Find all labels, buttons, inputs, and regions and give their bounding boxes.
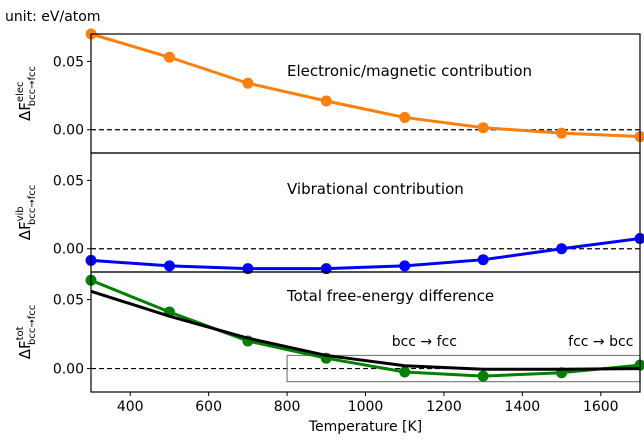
data-point bbox=[242, 77, 254, 89]
transition-label: bcc → fcc bbox=[392, 334, 457, 350]
x-tick-label: 1600 bbox=[583, 399, 619, 415]
panel-frame bbox=[90, 152, 641, 273]
panels: 0.05 0.00 Electronic/magnetic contribution… bbox=[15, 28, 644, 435]
panel-annotation: Total free-energy difference bbox=[286, 287, 494, 305]
x-tick-label: 800 bbox=[274, 399, 301, 415]
panel-annotation: Vibrational contribution bbox=[287, 180, 464, 198]
x-tick-label: 1000 bbox=[348, 399, 384, 415]
data-point bbox=[399, 366, 411, 378]
data-point bbox=[399, 111, 411, 123]
data-point bbox=[477, 122, 489, 134]
y-label-prefix: ΔF bbox=[16, 340, 34, 359]
transition-label: fcc → bcc bbox=[568, 334, 633, 350]
y-axis-label: ΔFvibbcc→fcc bbox=[15, 185, 38, 241]
data-point bbox=[320, 263, 332, 275]
y-tick-label: 0.00 bbox=[53, 123, 84, 139]
series-line-1 bbox=[90, 237, 641, 271]
panel-3: 0.05 0.00 400 600 800 1000 1200 1400 1600 Tempera… bbox=[15, 271, 644, 435]
data-point bbox=[163, 260, 175, 272]
y-axis-label: ΔFelecbcc→fcc bbox=[15, 66, 38, 121]
data-point bbox=[634, 232, 644, 244]
x-tick-label: 1200 bbox=[426, 399, 462, 415]
y-axis-label: ΔFtotbcc→fcc bbox=[15, 305, 38, 360]
x-tick-label: 1400 bbox=[505, 399, 541, 415]
y-label-sub: bcc→fcc bbox=[27, 305, 38, 345]
panel-2: 0.05 0.00 Vibrational contribution ΔFvibbcc… bbox=[15, 152, 644, 275]
y-label-sup: tot bbox=[15, 326, 26, 340]
x-tick-label: 600 bbox=[195, 399, 222, 415]
y-label-sup: elec bbox=[15, 81, 26, 102]
panel-frame bbox=[90, 271, 641, 393]
y-tick-label: 0.05 bbox=[53, 293, 84, 309]
series-line-1 bbox=[90, 32, 641, 139]
y-label-prefix: ΔF bbox=[16, 102, 34, 121]
data-point bbox=[556, 243, 568, 255]
data-point bbox=[556, 127, 568, 139]
y-tick-label: 0.00 bbox=[53, 242, 84, 258]
y-label-sub: bcc→fcc bbox=[27, 185, 38, 225]
y-label-prefix: ΔF bbox=[16, 221, 34, 240]
data-point bbox=[163, 51, 175, 63]
y-label-sup: vib bbox=[15, 206, 26, 221]
unit-note: unit: eV/atom bbox=[5, 9, 100, 25]
data-point bbox=[242, 263, 254, 275]
y-label-sub: bcc→fcc bbox=[27, 66, 38, 106]
series-line-2 bbox=[90, 289, 641, 371]
panel-1: 0.05 0.00 Electronic/magnetic contribution… bbox=[15, 28, 644, 154]
data-point bbox=[477, 254, 489, 266]
data-point bbox=[320, 95, 332, 107]
x-axis-label: Temperature [K] bbox=[308, 419, 422, 435]
data-point bbox=[477, 370, 489, 382]
data-point bbox=[399, 260, 411, 272]
series-line-1 bbox=[90, 278, 641, 378]
y-tick-label: 0.00 bbox=[53, 362, 84, 378]
y-tick-label: 0.05 bbox=[53, 54, 84, 70]
x-tick-label: 400 bbox=[117, 399, 144, 415]
data-point bbox=[634, 131, 644, 143]
panel-annotation: Electronic/magnetic contribution bbox=[287, 62, 532, 80]
y-tick-label: 0.05 bbox=[53, 173, 84, 189]
